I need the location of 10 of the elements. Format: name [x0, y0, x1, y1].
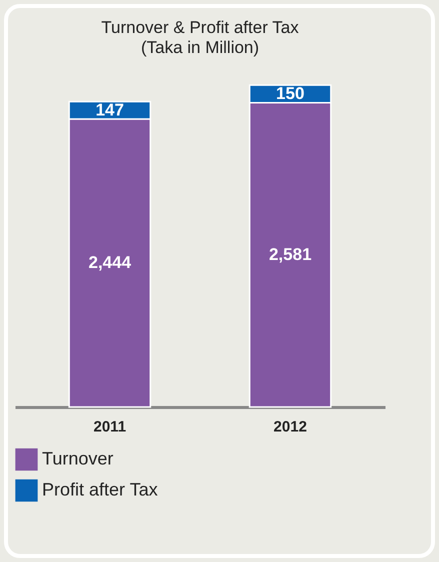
data-label: 150	[276, 84, 304, 103]
x-tick-label: 2012	[274, 418, 307, 436]
data-label: 2,581	[268, 244, 312, 264]
legend-label: Profit after Tax	[42, 480, 158, 500]
x-tick-label: 2011	[93, 418, 126, 436]
data-label: 2,444	[88, 252, 132, 272]
legend-label: Turnover	[42, 448, 114, 468]
chart-subtitle: (Taka in Million)	[140, 38, 260, 57]
chart-title: Turnover & Profit after Tax	[101, 18, 300, 37]
data-label: 147	[96, 100, 124, 120]
